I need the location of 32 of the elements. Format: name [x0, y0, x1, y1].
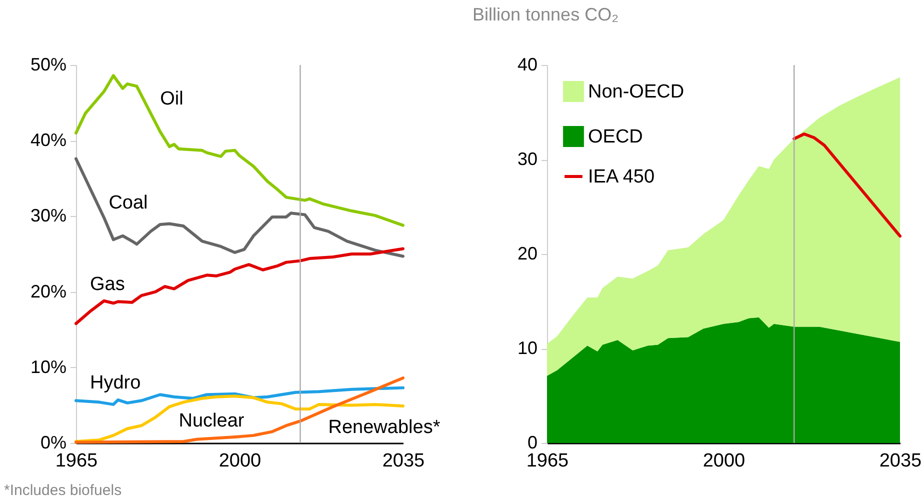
y-tick-label: 50%	[30, 54, 66, 74]
series-label: Renewables*	[328, 417, 441, 438]
y-tick-label: 30	[517, 149, 538, 169]
line-series	[792, 132, 902, 238]
y-tick-label: 20%	[30, 281, 66, 302]
series-label: Hydro	[90, 372, 141, 394]
series-label: Coal	[108, 192, 148, 214]
legend-label: OECD	[588, 126, 643, 148]
line-series	[74, 157, 404, 258]
x-tick-label: 1965	[55, 450, 98, 472]
y-tick-label: 10	[517, 338, 538, 358]
y-tick-label: 0	[527, 432, 538, 452]
x-tick-label: 2000	[702, 450, 746, 472]
x-tick-label: 2000	[218, 450, 262, 472]
x-tick-label: 2035	[879, 450, 922, 472]
y-tick-label: 20	[517, 244, 538, 264]
series-label: Gas	[90, 274, 125, 296]
line-series	[74, 74, 404, 227]
series-label: Nuclear	[178, 410, 245, 432]
series-label: Oil	[160, 88, 184, 110]
y-tick-label: 0%	[40, 432, 66, 452]
legend-label: Non-OECD	[588, 82, 684, 102]
y-axis-title: Billion tonnes CO₂	[472, 4, 619, 24]
y-tick-label: 30%	[30, 206, 66, 226]
y-tick-label: 40%	[30, 130, 66, 150]
line-series	[74, 247, 404, 326]
x-tick-label: 2035	[382, 450, 425, 472]
y-tick-label: 10%	[30, 356, 66, 377]
text: *Includes biofuels	[4, 482, 122, 499]
legend-label: IEA 450	[588, 166, 655, 188]
x-tick-label: 1965	[526, 450, 569, 472]
y-tick-label: 40	[517, 54, 538, 74]
